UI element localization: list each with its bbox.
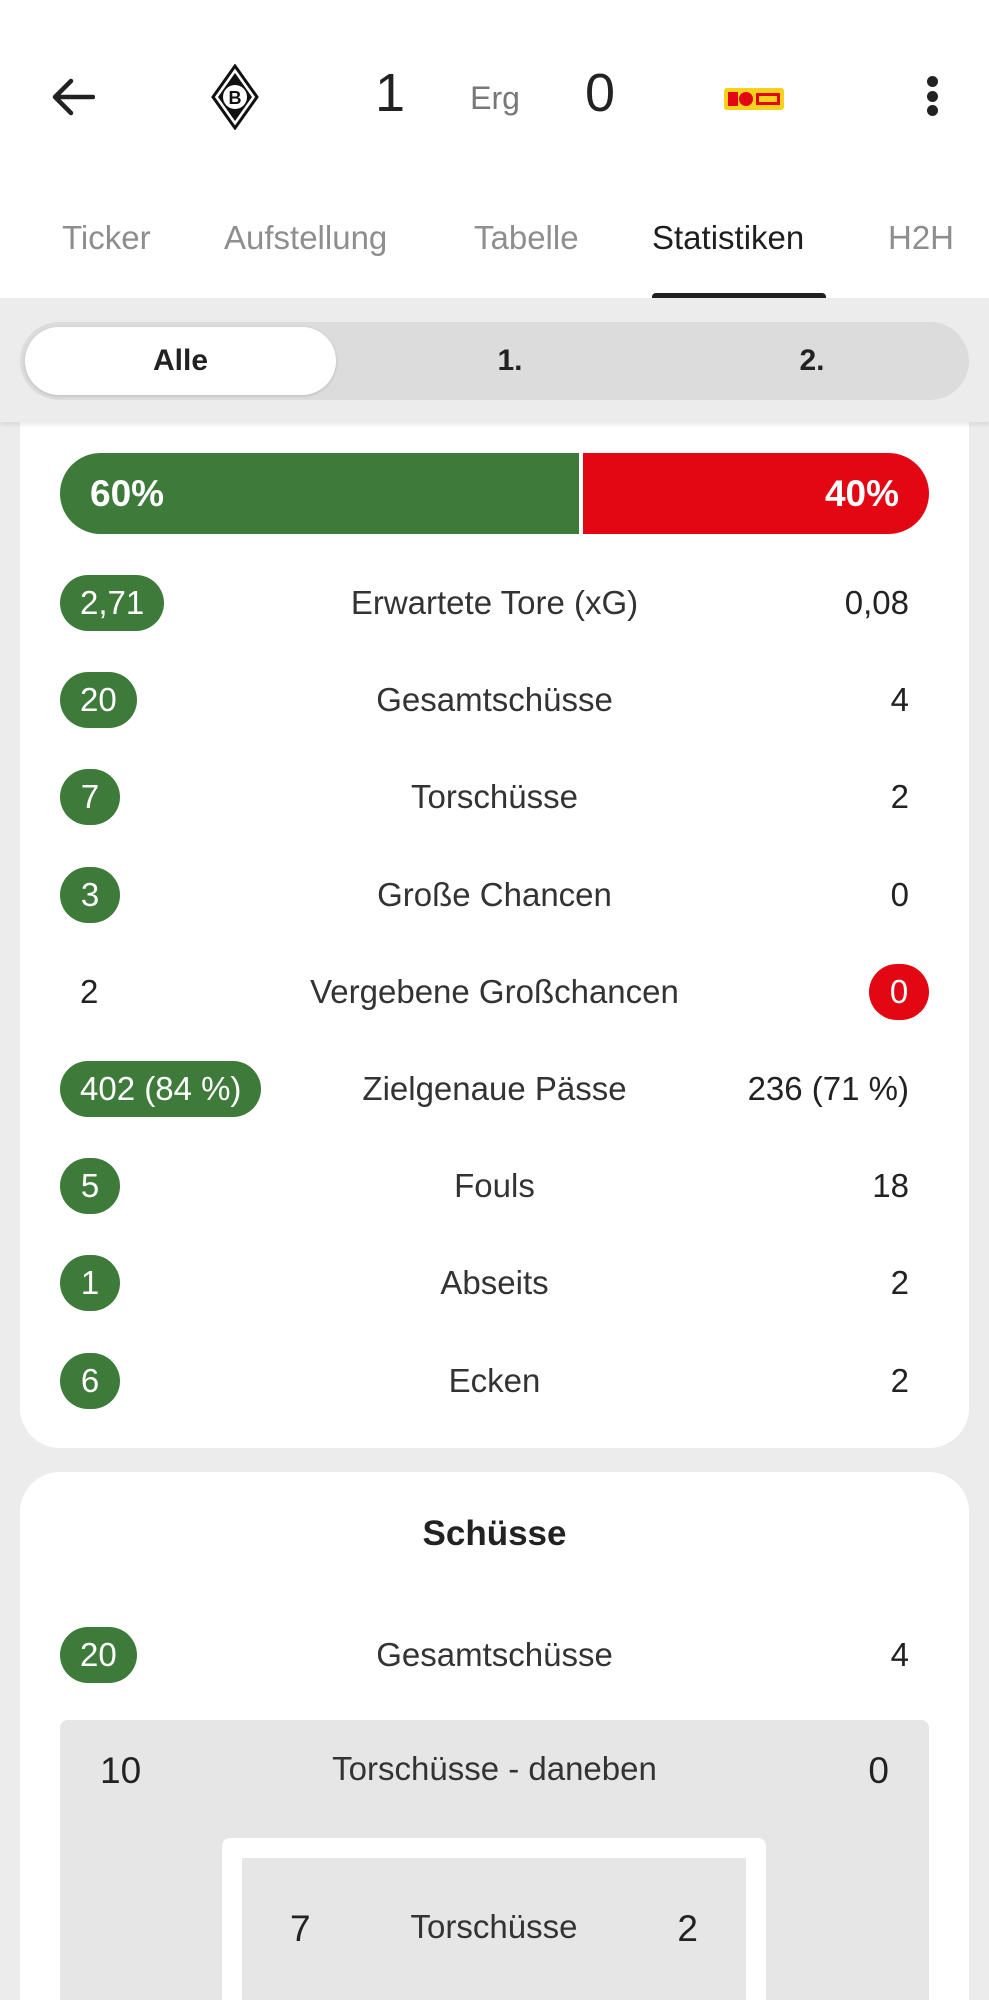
stat-away-value: 18 xyxy=(872,1167,909,1204)
shots-off-target-zone: 10 Torschüsse - daneben 0 7 Torschüsse 2 xyxy=(60,1720,929,2000)
gladbach-crest-icon[interactable]: B xyxy=(210,64,260,130)
stat-row: 2,71 Erwartete Tore (xG) 0,08 xyxy=(20,575,969,631)
stat-row: 20 Gesamtschüsse 4 xyxy=(20,672,969,728)
stat-away-value: 0,08 xyxy=(844,584,909,621)
off-target-away: 0 xyxy=(868,1750,889,1791)
active-tab-indicator xyxy=(652,293,826,300)
stat-away-value: 4 xyxy=(890,681,909,718)
stat-row: 6 Ecken 2 xyxy=(20,1353,969,1409)
stat-home-value: 1 xyxy=(60,1255,120,1311)
stat-row-total-shots: 20 Gesamtschüsse 4 xyxy=(20,1627,969,1683)
stat-away-value: 0 xyxy=(890,876,909,913)
stat-home-value: 3 xyxy=(60,867,120,923)
tab-tabelle[interactable]: Tabelle xyxy=(474,219,579,256)
on-target-away: 2 xyxy=(677,1908,698,1949)
shots-title: Schüsse xyxy=(422,1514,567,1553)
tab-bar: Ticker Aufstellung Tabelle Statistiken H… xyxy=(0,215,989,300)
stat-label: Torschüsse xyxy=(411,778,578,815)
shots-on-target-zone: 7 Torschüsse 2 xyxy=(242,1858,746,2000)
stat-row: 7 Torschüsse 2 xyxy=(20,769,969,825)
stat-label: Ecken xyxy=(448,1362,541,1399)
more-dots-icon xyxy=(926,76,938,87)
period-filter-bar: Alle 1. 2. xyxy=(0,298,989,422)
stat-home-value: 20 xyxy=(60,1627,137,1683)
stat-label: Gesamtschüsse xyxy=(376,1636,613,1673)
off-target-home: 10 xyxy=(100,1750,142,1791)
possession-home: 60% xyxy=(60,453,579,534)
stat-row: 1 Abseits 2 xyxy=(20,1255,969,1311)
svg-text:B: B xyxy=(229,88,242,108)
stat-home-value: 6 xyxy=(60,1353,120,1409)
match-status: Erg xyxy=(470,80,520,116)
stat-home-value: 7 xyxy=(60,769,120,825)
stat-away-value: 2 xyxy=(890,1362,909,1399)
tab-ticker[interactable]: Ticker xyxy=(62,219,151,256)
tab-aufstellung[interactable]: Aufstellung xyxy=(224,219,388,256)
possession-away: 40% xyxy=(583,453,929,534)
stat-away-value: 2 xyxy=(890,1264,909,1301)
period-second-half[interactable]: 2. xyxy=(799,344,825,377)
on-target-home: 7 xyxy=(290,1908,311,1949)
period-all[interactable]: Alle xyxy=(25,327,336,395)
more-menu-button[interactable] xyxy=(912,70,952,122)
stat-row: 402 (84 %) Zielgenaue Pässe 236 (71 %) xyxy=(20,1061,969,1117)
stat-away-value: 0 xyxy=(869,964,929,1020)
off-target-label: Torschüsse - daneben xyxy=(332,1750,657,1787)
stat-label: Große Chancen xyxy=(377,876,612,913)
possession-bar: 60% 40% xyxy=(60,453,929,534)
stat-home-value: 5 xyxy=(60,1158,120,1214)
away-score: 0 xyxy=(584,63,616,123)
stat-home-value: 20 xyxy=(60,672,137,728)
stat-row: 5 Fouls 18 xyxy=(20,1158,969,1214)
stat-label: Zielgenaue Pässe xyxy=(362,1070,627,1107)
union-berlin-crest-icon[interactable] xyxy=(722,82,786,116)
tab-statistiken[interactable]: Statistiken xyxy=(652,219,805,256)
shots-card: Schüsse 20 Gesamtschüsse 4 10 Torschüsse… xyxy=(20,1472,969,2000)
period-segmented-control: Alle 1. 2. xyxy=(20,322,969,400)
stat-away-value: 2 xyxy=(890,778,909,815)
match-header: B 1 Erg 0 Ticker Aufstellung Tabelle Sta… xyxy=(0,0,989,300)
stat-label: Abseits xyxy=(440,1264,549,1301)
stat-home-value: 2 xyxy=(80,973,99,1010)
stat-row: 2 Vergebene Großchancen 0 xyxy=(20,964,969,1020)
stat-row: 3 Große Chancen 0 xyxy=(20,867,969,923)
stat-label: Vergebene Großchancen xyxy=(310,973,679,1010)
back-button[interactable] xyxy=(44,68,102,126)
home-score: 1 xyxy=(374,63,406,123)
stat-label: Fouls xyxy=(454,1167,535,1204)
on-target-label: Torschüsse xyxy=(410,1908,578,1945)
stat-label: Gesamtschüsse xyxy=(376,681,613,718)
goal-frame: 7 Torschüsse 2 xyxy=(222,1838,766,2000)
stat-home-value: 2,71 xyxy=(60,575,165,631)
arrow-left-icon xyxy=(52,78,95,116)
period-first-half[interactable]: 1. xyxy=(497,344,523,377)
tab-h2h[interactable]: H2H xyxy=(888,219,955,256)
stats-card: 60% 40% 2,71 Erwartete Tore (xG) 0,08 20 Ges… xyxy=(20,400,969,1448)
stat-away-value: 236 (71 %) xyxy=(747,1070,909,1107)
stat-home-value: 402 (84 %) xyxy=(60,1061,262,1117)
stat-away-value: 4 xyxy=(890,1636,909,1673)
stat-label: Erwartete Tore (xG) xyxy=(350,584,639,621)
